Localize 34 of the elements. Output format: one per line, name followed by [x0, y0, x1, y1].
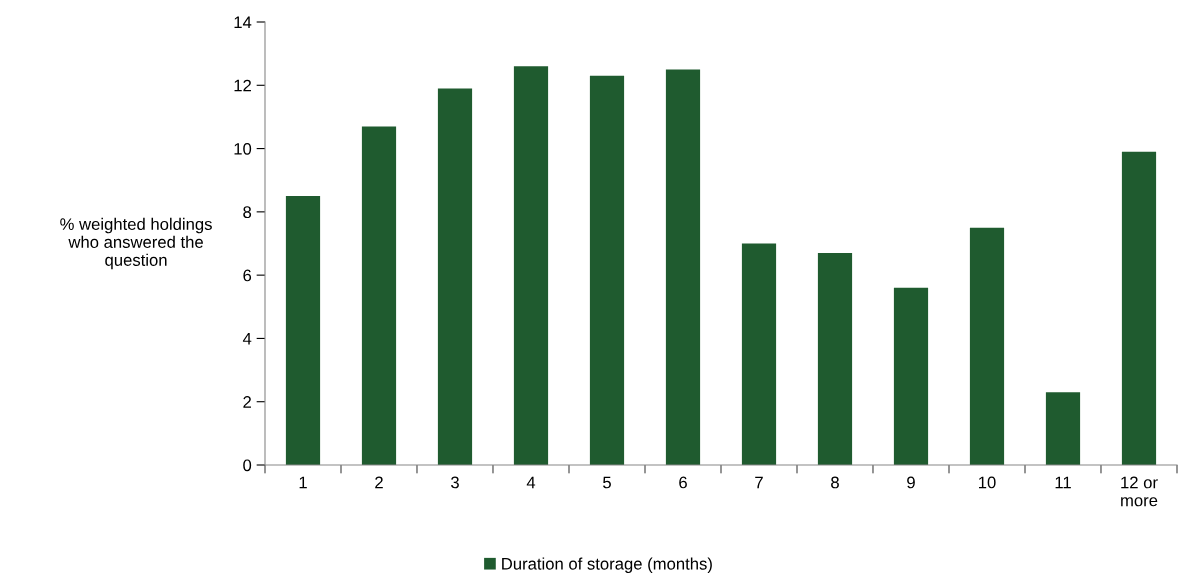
- y-axis-title: % weighted holdings who answered the question: [60, 217, 212, 270]
- bar: [1045, 392, 1081, 465]
- y-tick-label: 0: [243, 459, 252, 472]
- y-tick-label: 12: [234, 79, 251, 92]
- x-tick-label: 9: [907, 476, 915, 489]
- x-tick-label: 6: [679, 476, 687, 489]
- y-tick-label: 4: [242, 333, 252, 345]
- bar: [285, 196, 321, 465]
- x-tick-label: 10: [979, 476, 996, 489]
- x-tick-label: 7: [755, 476, 763, 489]
- x-tick-label: 8: [831, 476, 839, 489]
- x-tick-label: 11: [1055, 476, 1071, 489]
- bar: [741, 243, 777, 465]
- bar: [665, 69, 701, 465]
- x-tick-label: 12 or more: [1121, 476, 1158, 507]
- x-tick-label: 4: [526, 476, 536, 489]
- bar: [893, 287, 929, 465]
- x-tick-label: 2: [375, 476, 383, 489]
- bar: [589, 75, 625, 465]
- bar: [817, 252, 853, 465]
- y-tick-label: 10: [234, 142, 252, 155]
- bar: [1121, 151, 1157, 465]
- x-tick-label: 1: [299, 476, 307, 489]
- x-tick-label: 5: [603, 476, 611, 489]
- bar: [437, 88, 473, 465]
- y-tick-label: 14: [234, 16, 252, 29]
- legend-label: Duration of storage (months): [502, 557, 712, 573]
- y-tick-label: 6: [243, 269, 252, 282]
- y-tick-label: 2: [243, 396, 251, 408]
- bar: [969, 227, 1005, 465]
- bar: [513, 66, 549, 465]
- bar: [361, 126, 397, 465]
- y-tick-label: 8: [243, 206, 252, 219]
- x-tick-label: 3: [451, 476, 459, 489]
